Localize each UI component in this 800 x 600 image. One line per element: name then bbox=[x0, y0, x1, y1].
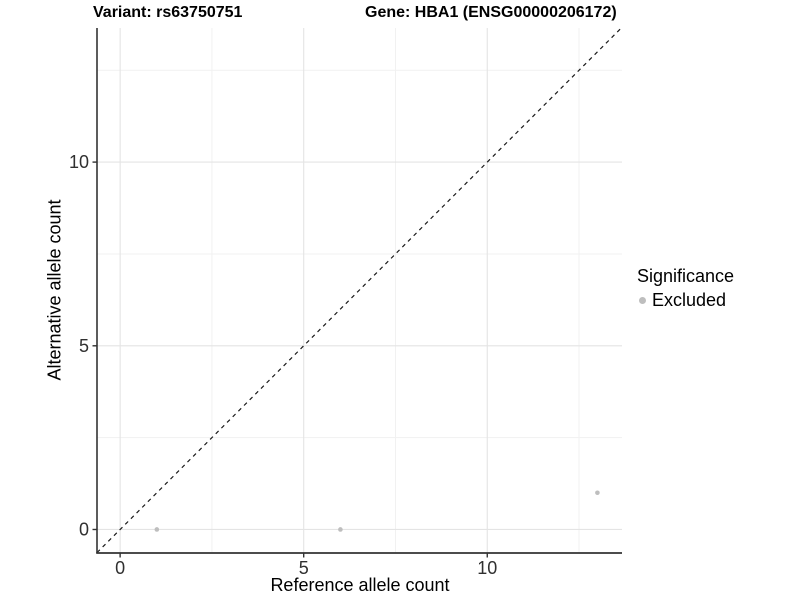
variant-title: Variant: rs63750751 bbox=[93, 4, 243, 21]
y-tick-label: 10 bbox=[69, 152, 89, 172]
x-axis-title: Reference allele count bbox=[270, 575, 450, 595]
legend-item-label: Excluded bbox=[652, 290, 727, 310]
x-tick-label: 0 bbox=[115, 558, 125, 578]
identity-line bbox=[96, 27, 622, 554]
data-point bbox=[595, 490, 600, 496]
gene-title: Gene: HBA1 (ENSG00000206172) bbox=[365, 4, 617, 21]
data-point bbox=[154, 527, 160, 532]
y-axis-title: Alternative allele count bbox=[44, 199, 65, 381]
legend: Significance Excluded bbox=[637, 266, 734, 311]
y-tick-label: 0 bbox=[79, 519, 89, 539]
y-tick-label: 5 bbox=[79, 336, 89, 356]
legend-item-excluded: Excluded bbox=[637, 290, 734, 311]
data-point bbox=[338, 527, 343, 532]
x-tick-label: 10 bbox=[477, 558, 497, 578]
x-tick-label: 5 bbox=[299, 558, 309, 578]
excluded-point-icon bbox=[639, 297, 646, 304]
legend-title: Significance bbox=[637, 266, 735, 286]
